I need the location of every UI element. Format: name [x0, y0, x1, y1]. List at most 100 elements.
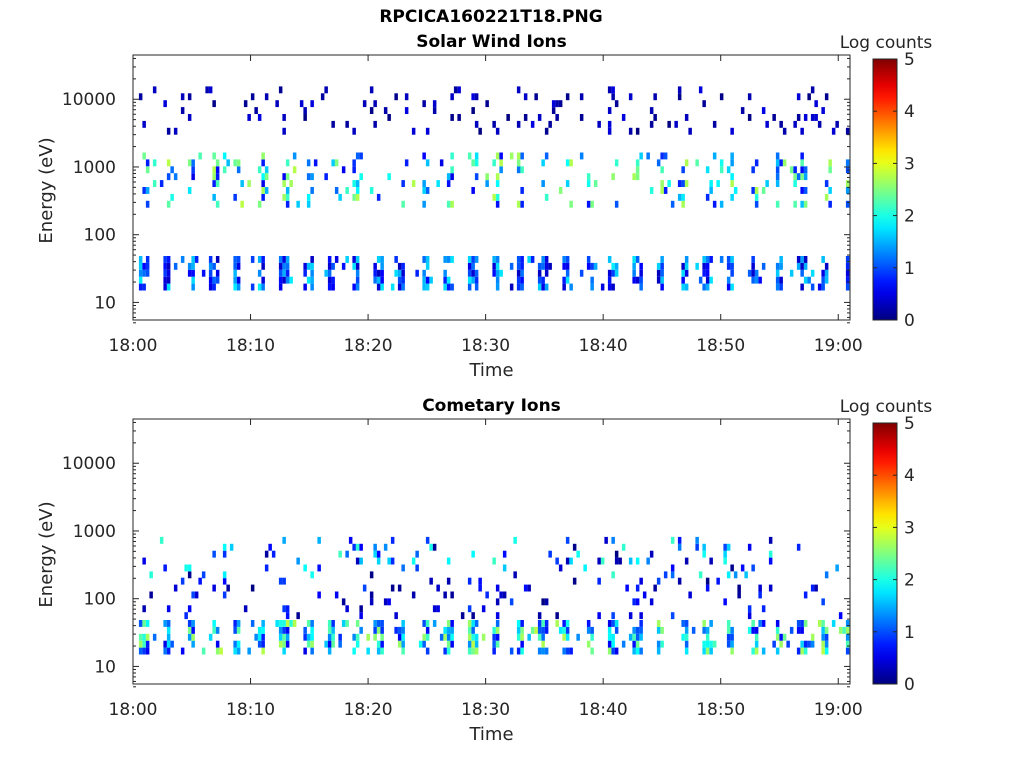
spectrogram-cell: [520, 620, 524, 627]
spectrogram-cell: [537, 114, 542, 121]
spectrogram-cell: [142, 187, 146, 194]
spectrogram-cell: [520, 152, 524, 160]
spectrogram-cell: [726, 640, 731, 648]
spectrogram-cell: [565, 269, 570, 277]
spectrogram-cell: [684, 159, 689, 167]
spectrogram-cell: [590, 276, 594, 284]
spectrogram-cell: [649, 120, 654, 128]
spectrogram-cell: [821, 269, 825, 277]
spectrogram-cell: [257, 269, 262, 277]
spectrogram-cell: [705, 166, 710, 174]
spectrogram-cell: [261, 159, 265, 167]
spectrogram-cell: [621, 640, 626, 648]
spectrogram-cell: [187, 605, 192, 613]
spectrogram-cell: [824, 180, 829, 187]
spectrogram-cell: [845, 269, 850, 277]
spectrogram-cell: [285, 276, 290, 284]
spectrogram-cell: [751, 620, 755, 627]
spectrogram-cell: [607, 647, 612, 655]
spectrogram-cell: [376, 640, 381, 648]
spectrogram-cell: [712, 152, 717, 160]
spectrogram-cell: [359, 173, 363, 181]
spectrogram-cell: [345, 256, 349, 263]
colorbar-tick-label: 4: [904, 466, 915, 486]
spectrogram-cell: [723, 550, 727, 558]
spectrogram-cell: [607, 283, 612, 291]
spectrogram-cell: [555, 100, 559, 108]
spectrogram-cell: [817, 120, 822, 128]
spectrogram-cell: [803, 114, 808, 121]
spectrogram-cell: [586, 262, 591, 270]
spectrogram-cell: [765, 120, 769, 128]
spectrogram-cell: [401, 269, 405, 277]
spectrogram-cell: [632, 276, 636, 284]
spectrogram-cell: [422, 276, 426, 284]
spectrogram-cell: [163, 269, 167, 277]
spectrogram-cell: [327, 269, 332, 277]
spectrogram-cell: [474, 173, 479, 181]
spectrogram-cell: [681, 262, 685, 270]
spectrogram-cell: [845, 626, 850, 634]
spectrogram-cell: [709, 647, 713, 655]
spectrogram-cell: [670, 536, 675, 544]
spectrogram-cell: [607, 107, 612, 114]
spectrogram-cell: [716, 577, 720, 585]
spectrogram-cell: [618, 557, 622, 565]
spectrogram-cell: [373, 620, 377, 627]
colorbar-tick-label: 2: [904, 207, 915, 227]
spectrogram-cell: [838, 612, 843, 620]
spectrogram-cell: [663, 187, 668, 194]
spectrogram-cell: [390, 283, 395, 291]
spectrogram-cell: [600, 557, 605, 565]
spectrogram-cell: [653, 584, 657, 592]
spectrogram-cell: [611, 536, 615, 544]
spectrogram-cell: [569, 647, 573, 655]
spectrogram-cell: [324, 173, 328, 181]
spectrogram-cell: [233, 193, 237, 201]
spectrogram-cell: [474, 276, 479, 284]
spectrogram-cell: [751, 262, 755, 270]
spectrogram-cell: [292, 166, 297, 174]
spectrogram-cell: [380, 283, 384, 291]
spectrogram-cell: [751, 256, 755, 263]
spectrogram-cell: [166, 256, 171, 263]
spectrogram-cell: [684, 557, 689, 565]
spectrogram-cell: [495, 283, 500, 291]
spectrogram-cell: [761, 605, 766, 613]
spectrogram-cell: [796, 620, 801, 627]
spectrogram-cell: [450, 626, 454, 634]
spectrogram-cell: [611, 647, 615, 655]
spectrogram-cell: [187, 114, 192, 121]
spectrogram-cell: [467, 269, 472, 277]
spectrogram-cell: [754, 640, 759, 648]
spectrogram-cell: [250, 93, 255, 101]
spectrogram-cell: [821, 647, 825, 655]
spectrogram-cell: [796, 543, 801, 551]
spectrogram-cell: [513, 536, 517, 544]
spectrogram-cell: [373, 543, 377, 551]
spectrogram-cell: [656, 262, 661, 270]
spectrogram-cell: [537, 620, 542, 627]
spectrogram-cell: [474, 256, 479, 263]
spectrogram-cell: [565, 262, 570, 270]
spectrogram-cell: [187, 269, 192, 277]
spectrogram-cell: [712, 120, 717, 128]
spectrogram-cell: [359, 612, 363, 620]
spectrogram-cell: [481, 605, 486, 613]
spectrogram-cell: [803, 256, 808, 263]
spectrogram-cell: [828, 187, 832, 194]
spectrogram-cell: [520, 187, 524, 194]
spectrogram-cell: [152, 180, 157, 187]
spectrogram-cell: [677, 193, 682, 201]
spectrogram-cell: [534, 626, 538, 634]
spectrogram-cell: [653, 93, 657, 101]
spectrogram-cell: [208, 86, 213, 94]
spectrogram-cell: [271, 550, 276, 558]
spectrogram-cell: [467, 626, 472, 634]
spectrogram-cell: [215, 640, 220, 648]
spectrogram-cell: [236, 620, 241, 627]
spectrogram-cell: [684, 283, 689, 291]
spectrogram-cell: [845, 647, 850, 655]
x-tick-label: 18:40: [579, 336, 628, 356]
